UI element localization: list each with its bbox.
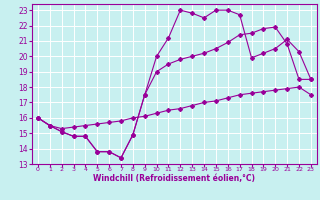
X-axis label: Windchill (Refroidissement éolien,°C): Windchill (Refroidissement éolien,°C) [93, 174, 255, 183]
